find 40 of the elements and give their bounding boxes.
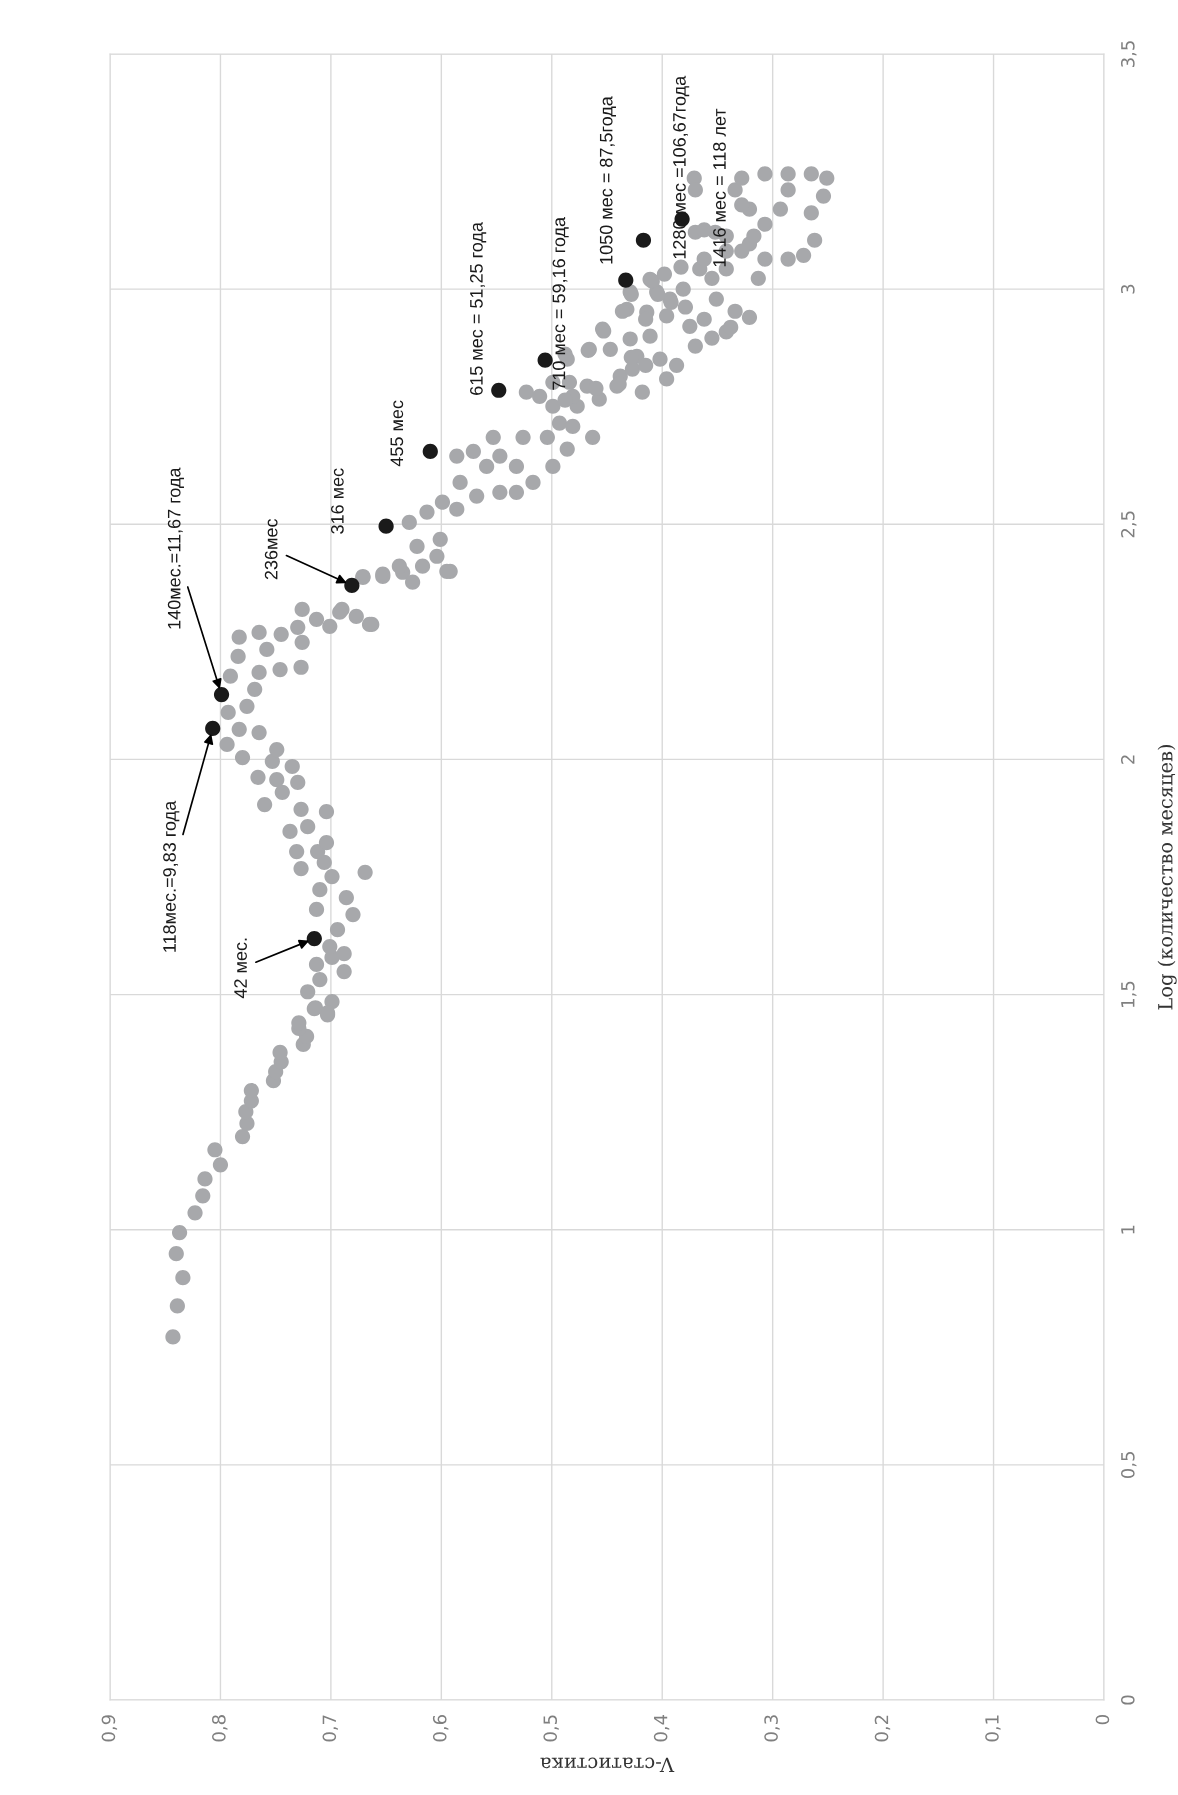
x-tick-label: 0: [1095, 1715, 1110, 1725]
y-tick-label: 1: [1121, 1225, 1135, 1234]
point: [213, 686, 230, 703]
y-axis-title: Log (количество месяцев): [1157, 744, 1177, 1010]
y-tick-label: 2,5: [1120, 511, 1137, 538]
x-tick-label: 0,8: [212, 1715, 228, 1742]
point: [344, 577, 360, 594]
x-axis-title: V-статистика: [540, 1757, 675, 1772]
annotation: 42 мес.: [234, 938, 247, 999]
annotation: 455 мес: [390, 400, 404, 467]
y-tick-label: 0,5: [1120, 1452, 1137, 1479]
y-tick-label: 2: [1120, 755, 1135, 764]
x-tick-label: 0,6: [432, 1715, 449, 1742]
point: [422, 443, 438, 459]
y-tick-label: 3,5: [1120, 41, 1137, 67]
y-tick-label: 1,5: [1121, 981, 1137, 1007]
x-tick-label: 0,7: [322, 1715, 338, 1742]
point: [537, 352, 553, 368]
annotation: 316 мес: [330, 468, 344, 534]
point: [618, 272, 634, 288]
x-tick-label: 0,4: [653, 1714, 670, 1742]
y-tick-label: 3: [1120, 284, 1135, 294]
point: [491, 382, 507, 398]
annotation: 615 мес = 51,25 года: [469, 222, 487, 395]
point: [635, 232, 652, 248]
x-tick-label: 0,2: [874, 1715, 891, 1742]
x-tick-label: 0,1: [985, 1715, 1001, 1742]
x-tick-label: 0,3: [764, 1715, 780, 1742]
annotation: 1416 мес = 118 лет: [713, 108, 726, 267]
point: [205, 720, 221, 736]
y-tick-label: 0: [1120, 1695, 1135, 1705]
point: [306, 931, 322, 947]
annotation: 118мес.=9,83 года: [163, 800, 180, 952]
annotation: 1050 мес = 87,5года: [599, 96, 616, 264]
point: [378, 518, 394, 534]
annotation: 140мес.=11,67 года: [167, 467, 184, 629]
annotation: 710 мес = 59,16 года: [552, 216, 569, 390]
x-tick-label: 0,5: [543, 1715, 559, 1742]
annotation: 236мес: [264, 518, 278, 580]
x-tick-label: 0,9: [101, 1715, 118, 1742]
